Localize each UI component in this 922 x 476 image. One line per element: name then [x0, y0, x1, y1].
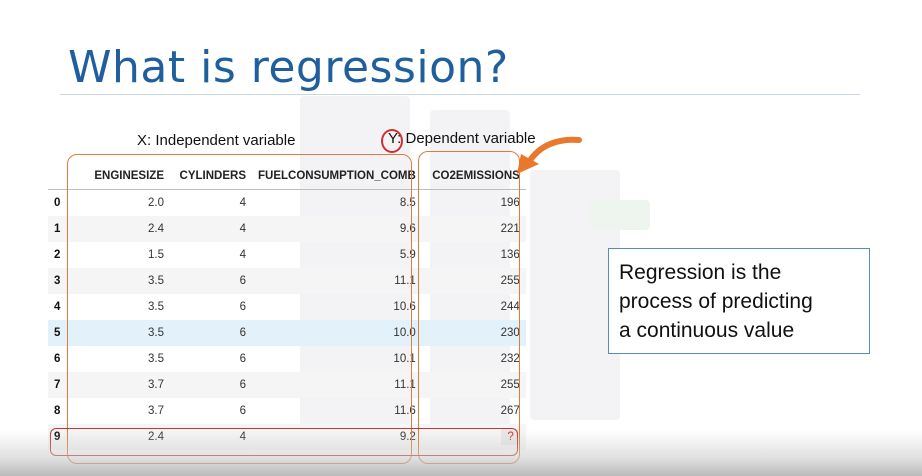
table-row: 7 3.7 6 11.1 255 [48, 372, 526, 398]
row-index: 4 [54, 301, 61, 313]
table-cell: 11.1 [394, 379, 416, 391]
table-row: 8 3.7 6 11.6 267 [48, 398, 526, 424]
table-cell: 3.5 [148, 327, 164, 339]
callout-line: process of predicting [619, 290, 813, 313]
slide-title: What is regression? [68, 42, 509, 93]
index-header [48, 163, 76, 190]
table-cell: 232 [500, 353, 520, 365]
table-cell: 4 [239, 223, 246, 235]
independent-variables-box [67, 154, 412, 464]
table-cell: 2.4 [148, 223, 164, 235]
table-cell: 267 [500, 405, 520, 417]
table-cell: 3.5 [148, 275, 164, 287]
watermark-block [590, 200, 650, 230]
table-cell: 6 [239, 379, 246, 391]
table-cell: 3.7 [148, 379, 164, 391]
column-header: CYLINDERS [170, 163, 252, 190]
table-row-highlighted: 5 3.5 6 10.0 230 [48, 320, 526, 346]
table-cell: 6 [239, 405, 246, 417]
table-cell: 2.0 [148, 197, 164, 209]
column-header: CO2EMISSIONS [421, 163, 526, 190]
table-cell: 230 [500, 327, 520, 339]
table-cell: 4 [239, 197, 246, 209]
table-row: 3 3.5 6 11.1 255 [48, 268, 526, 294]
definition-callout: Regression is the process of predicting … [608, 248, 870, 354]
table-cell: 10.1 [393, 353, 416, 365]
table-cell: 11.6 [394, 405, 416, 417]
table-cell: 10.0 [393, 327, 416, 339]
table-cell: 244 [500, 301, 520, 313]
table-cell: 3.7 [148, 405, 164, 417]
row-index: 7 [54, 379, 61, 391]
table-cell: 11.1 [394, 275, 416, 287]
curved-arrow-icon [517, 136, 582, 174]
row-index: 6 [54, 353, 61, 365]
table-cell: 1.5 [148, 249, 164, 261]
table-row: 4 3.5 6 10.6 244 [48, 294, 526, 320]
table-cell: 255 [500, 275, 520, 287]
row-index: 2 [54, 249, 61, 261]
y-circle-annotation [381, 129, 403, 153]
table-cell: 6 [239, 301, 246, 313]
dependent-variable-box [418, 151, 520, 464]
table-cell: 3.5 [148, 353, 164, 365]
table-cell: 255 [500, 379, 520, 391]
column-header: ENGINESIZE [76, 163, 170, 190]
table-cell: 136 [500, 249, 520, 261]
video-bottom-fade [0, 430, 922, 476]
row-index: 5 [54, 327, 61, 339]
x-caption: X: Independent variable [137, 132, 296, 149]
table-cell: 4 [239, 249, 246, 261]
table-row: 6 3.5 6 10.1 232 [48, 346, 526, 372]
row-index: 0 [54, 197, 61, 209]
table-cell: 221 [500, 223, 520, 235]
callout-line: a continuous value [619, 319, 795, 342]
table-row: 1 2.4 4 9.6 221 [48, 216, 526, 242]
table-cell: 3.5 [148, 301, 164, 313]
table-cell: 196 [500, 197, 520, 209]
table-cell: 10.6 [393, 301, 416, 313]
table-cell: 6 [239, 275, 246, 287]
row-index: 8 [54, 405, 61, 417]
table-cell: 6 [239, 327, 246, 339]
row-index: 1 [54, 223, 61, 235]
column-header: FUELCONSUMPTION_COMB [252, 163, 422, 190]
title-divider [60, 94, 860, 95]
callout-line: Regression is the [619, 261, 782, 284]
table-header-row: ENGINESIZE CYLINDERS FUELCONSUMPTION_COM… [48, 163, 526, 190]
table-cell: 6 [239, 353, 246, 365]
row-index: 3 [54, 275, 61, 287]
y-caption: Y: Dependent variable [388, 130, 536, 147]
